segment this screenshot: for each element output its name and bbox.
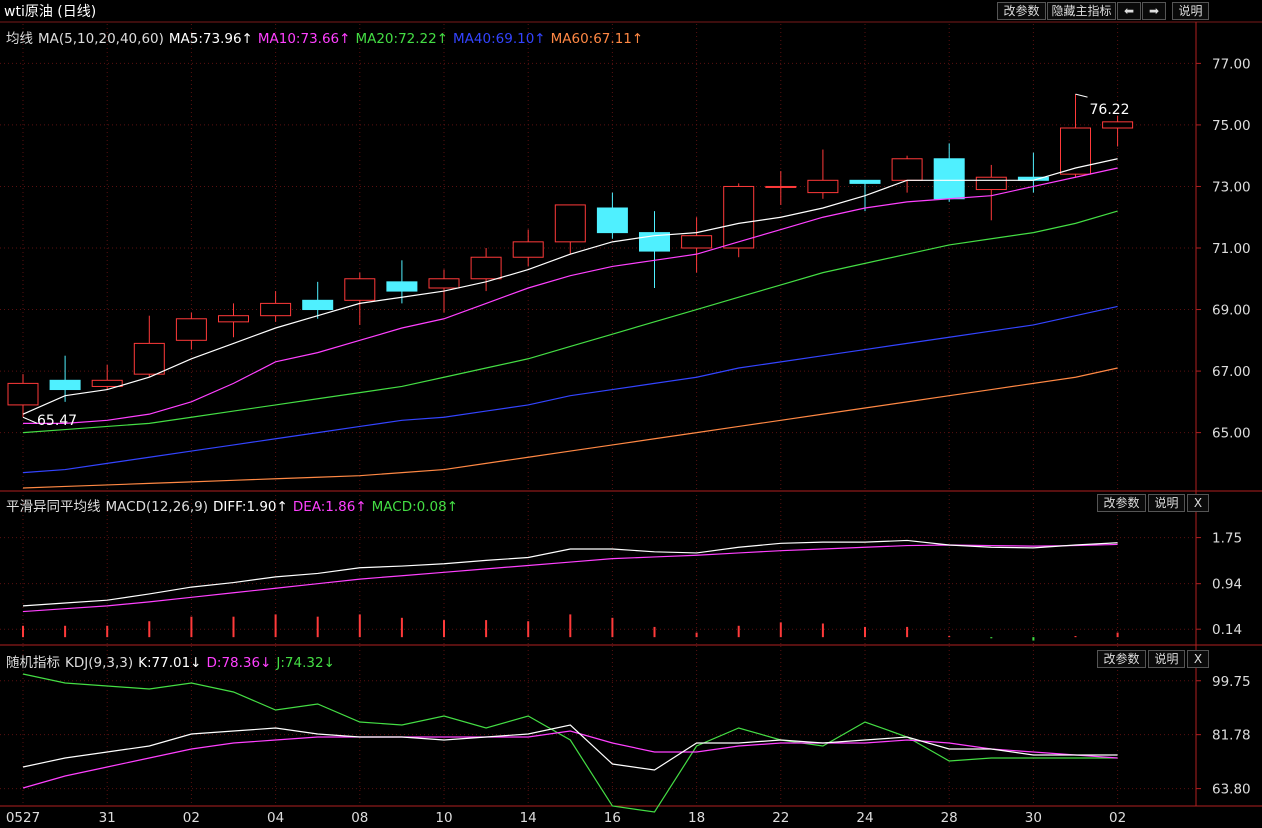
- help-button[interactable]: 说明: [1172, 2, 1209, 20]
- max-price-label: 76.22: [1090, 102, 1130, 118]
- price-axis-label: 0.94: [1212, 577, 1242, 593]
- ma20-line: [22, 210, 1118, 434]
- macd-params-button[interactable]: 改参数: [1097, 494, 1146, 512]
- candle-body: [260, 302, 292, 317]
- ma60-value: MA60:67.11↑: [550, 31, 644, 47]
- candle-body: [975, 176, 1007, 191]
- ma-name: 均线: [6, 31, 33, 47]
- date-axis-label: 24: [856, 810, 873, 826]
- date-axis-label: 04: [267, 810, 284, 826]
- date-axis-label: 02: [1109, 810, 1126, 826]
- candle-body: [302, 299, 334, 311]
- price-axis-label: 77.00: [1212, 56, 1251, 72]
- macd-def: MACD(12,26,9): [105, 499, 209, 515]
- max-marker: [1075, 93, 1088, 98]
- macd-name: 平滑异同平均线: [6, 499, 101, 515]
- date-axis-label: 16: [604, 810, 621, 826]
- price-axis-label: 67.00: [1212, 364, 1251, 380]
- diff-line: [22, 539, 1118, 607]
- kdj-k-line: [22, 724, 1118, 771]
- kdj-j-line: [22, 673, 1118, 813]
- candle-body: [849, 179, 881, 184]
- macd-close-button[interactable]: X: [1187, 494, 1209, 512]
- date-axis-label: 31: [99, 810, 116, 826]
- date-axis-label: 28: [941, 810, 958, 826]
- price-axis-label: 63.80: [1212, 782, 1251, 798]
- candle-body: [428, 278, 460, 289]
- kdj-def: KDJ(9,3,3): [65, 655, 134, 671]
- candle-body: [7, 382, 39, 406]
- candle-body: [49, 379, 81, 391]
- candle-body: [175, 318, 207, 341]
- candle-body: [554, 204, 586, 243]
- dea-line: [22, 543, 1118, 613]
- change-params-button[interactable]: 改参数: [997, 2, 1046, 20]
- prev-arrow-button[interactable]: ⬅: [1117, 2, 1141, 20]
- candle-body: [1102, 121, 1134, 129]
- macd-value: MACD:0.08↑: [371, 499, 459, 515]
- ma-legend: 均线 MA(5,10,20,40,60) MA5:73.96↑ MA10:73.66↑…: [6, 27, 648, 47]
- price-axis-label: 99.75: [1212, 674, 1251, 690]
- price-axis-label: 69.00: [1212, 303, 1251, 319]
- kdj-help-button[interactable]: 说明: [1148, 650, 1185, 668]
- candle-body: [723, 185, 755, 249]
- candle-body: [91, 379, 123, 387]
- kdj-close-button[interactable]: X: [1187, 650, 1209, 668]
- hide-main-indicator-button[interactable]: 隐藏主指标: [1047, 2, 1116, 20]
- ma40-value: MA40:69.10↑: [453, 31, 546, 47]
- kdj-d-line: [22, 730, 1118, 789]
- next-arrow-button[interactable]: ➡: [1142, 2, 1166, 20]
- min-price-label: 65.47: [37, 413, 77, 429]
- ma60-line: [22, 367, 1118, 489]
- price-axis-label: 0.14: [1212, 622, 1242, 638]
- ma5-line: [22, 158, 1118, 415]
- ma5-value: MA5:73.96↑: [168, 31, 253, 47]
- kdj-params-button[interactable]: 改参数: [1097, 650, 1146, 668]
- d-value: D:78.36↓: [206, 655, 272, 671]
- price-axis-label: 1.75: [1212, 531, 1242, 547]
- price-axis-label: 73.00: [1212, 179, 1251, 195]
- macd-legend: 平滑异同平均线 MACD(12,26,9) DIFF:1.90↑ DEA:1.86↑ M…: [6, 495, 463, 515]
- date-axis-label: 08: [351, 810, 368, 826]
- candle-body: [133, 342, 165, 375]
- j-value: J:74.32↓: [276, 655, 335, 671]
- price-axis-label: 75.00: [1212, 118, 1251, 134]
- ma10-value: MA10:73.66↑: [257, 31, 351, 47]
- ma20-value: MA20:72.22↑: [355, 31, 449, 47]
- candle-body: [1060, 127, 1091, 175]
- k-value: K:77.01↓: [138, 655, 202, 671]
- min-marker: [22, 416, 38, 424]
- kdj-legend: 随机指标 KDJ(9,3,3) K:77.01↓ D:78.36↓ J:74.32↓: [6, 651, 340, 671]
- candle-body: [512, 241, 544, 258]
- dea-value: DEA:1.86↑: [292, 499, 367, 515]
- candle-body: [765, 185, 797, 188]
- candle-body: [344, 278, 376, 301]
- candle-body: [470, 256, 502, 280]
- price-axis-label: 81.78: [1212, 728, 1251, 744]
- ma10-line: [23, 167, 1118, 424]
- date-axis-label: 14: [520, 810, 537, 826]
- candle-body: [807, 179, 839, 194]
- macd-help-button[interactable]: 说明: [1148, 494, 1185, 512]
- price-axis-label: 65.00: [1212, 426, 1251, 442]
- date-axis-label: 18: [688, 810, 705, 826]
- candle-body: [386, 281, 418, 292]
- candle-body: [891, 158, 923, 181]
- candle-body: [681, 235, 713, 249]
- date-axis-label: 0527: [6, 810, 40, 826]
- kdj-name: 随机指标: [6, 655, 60, 671]
- candle-body: [596, 207, 628, 234]
- date-axis-label: 02: [183, 810, 200, 826]
- price-axis-label: 71.00: [1212, 241, 1251, 257]
- diff-value: DIFF:1.90↑: [213, 499, 288, 515]
- date-axis-label: 10: [435, 810, 452, 826]
- window-title: wti原油 (日线): [4, 4, 97, 20]
- date-axis-label: 30: [1025, 810, 1042, 826]
- candle-body: [933, 158, 965, 200]
- ma40-line: [22, 305, 1118, 474]
- ma-def: MA(5,10,20,40,60): [38, 31, 164, 47]
- candle-body: [218, 315, 249, 323]
- date-axis-label: 22: [772, 810, 789, 826]
